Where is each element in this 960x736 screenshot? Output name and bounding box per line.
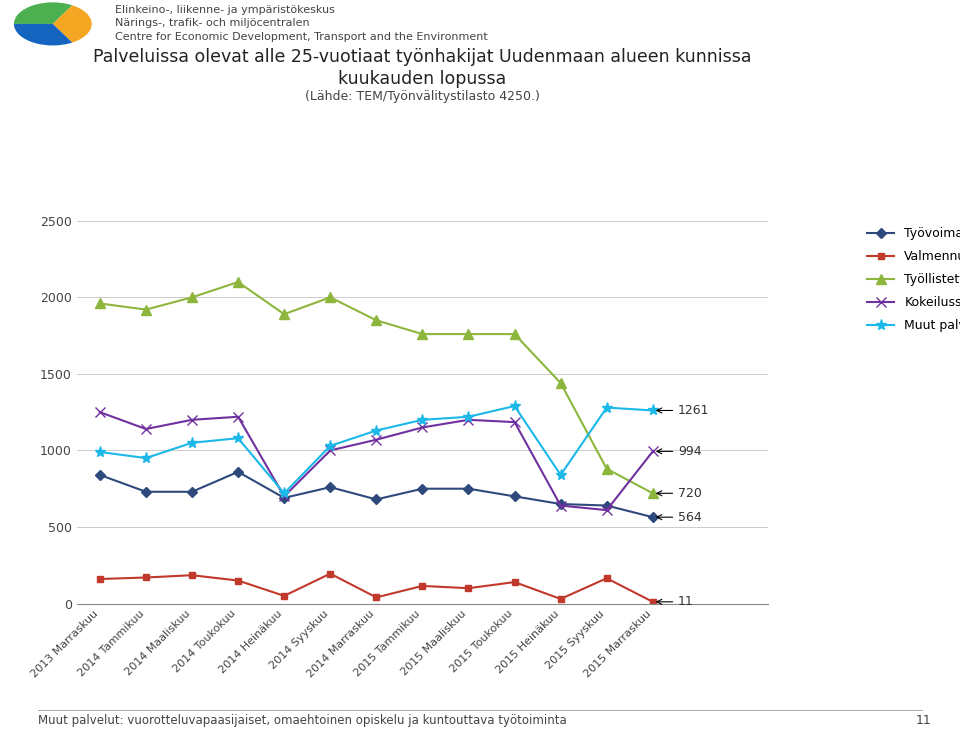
Line: Työllistettynä/työharj.: Työllistettynä/työharj.	[95, 277, 658, 498]
Legend: Työvoimakoulutuksessa, Valmennuksessa, Työllistettynä/työharj., Kokeilussa, Muut: Työvoimakoulutuksessa, Valmennuksessa, T…	[867, 227, 960, 332]
Muut palvelut*	[509, 402, 520, 411]
Valmennuksessa	[601, 574, 612, 583]
Text: Närings-, trafik- och miljöcentralen: Närings-, trafik- och miljöcentralen	[115, 18, 310, 29]
Kokeilussa	[601, 506, 612, 514]
Kokeilussa	[555, 501, 566, 510]
Text: kuukauden lopussa: kuukauden lopussa	[338, 70, 507, 88]
Valmennuksessa	[417, 581, 428, 590]
Kokeilussa	[647, 447, 659, 456]
Työvoimakoulutuksessa	[647, 513, 659, 522]
Työvoimakoulutuksessa	[278, 493, 290, 502]
Valmennuksessa	[186, 571, 198, 580]
Työvoimakoulutuksessa	[463, 484, 474, 493]
Työllistettynä/työharj.	[94, 299, 106, 308]
Muut palvelut*	[324, 442, 336, 450]
Valmennuksessa	[509, 578, 520, 587]
Kokeilussa	[94, 408, 106, 417]
Valmennuksessa	[94, 575, 106, 584]
Muut palvelut*	[186, 439, 198, 447]
Muut palvelut*	[601, 403, 612, 412]
Työllistettynä/työharj.	[278, 310, 290, 319]
Muut palvelut*	[278, 489, 290, 498]
Työllistettynä/työharj.	[555, 378, 566, 387]
Valmennuksessa	[140, 573, 152, 582]
Työllistettynä/työharj.	[186, 293, 198, 302]
Kokeilussa	[278, 492, 290, 500]
Text: 994: 994	[657, 445, 702, 458]
Työllistettynä/työharj.	[601, 464, 612, 473]
Muut palvelut*	[417, 415, 428, 424]
Wedge shape	[13, 24, 72, 46]
Työvoimakoulutuksessa	[371, 495, 382, 504]
Text: Palveluissa olevat alle 25-vuotiaat työnhakijat Uudenmaan alueen kunnissa: Palveluissa olevat alle 25-vuotiaat työn…	[93, 48, 752, 66]
Muut palvelut*	[94, 447, 106, 456]
Työllistettynä/työharj.	[509, 330, 520, 339]
Työllistettynä/työharj.	[463, 330, 474, 339]
Muut palvelut*	[371, 426, 382, 435]
Työvoimakoulutuksessa	[186, 487, 198, 496]
Muut palvelut*	[463, 412, 474, 421]
Text: 11: 11	[657, 595, 694, 609]
Kokeilussa	[232, 412, 244, 421]
Muut palvelut*	[555, 470, 566, 479]
Valmennuksessa	[463, 584, 474, 592]
Kokeilussa	[509, 418, 520, 427]
Työllistettynä/työharj.	[232, 277, 244, 286]
Kokeilussa	[463, 415, 474, 424]
Kokeilussa	[186, 415, 198, 424]
Työvoimakoulutuksessa	[140, 487, 152, 496]
Line: Muut palvelut*: Muut palvelut*	[94, 400, 659, 499]
Text: 11: 11	[916, 714, 931, 727]
Muut palvelut*	[232, 434, 244, 442]
Työllistettynä/työharj.	[140, 305, 152, 314]
Työvoimakoulutuksessa	[232, 467, 244, 476]
Wedge shape	[13, 2, 72, 24]
Text: Centre for Economic Development, Transport and the Environment: Centre for Economic Development, Transpo…	[115, 32, 488, 42]
Text: (Lähde: TEM/Työnvälitystilasto 4250.): (Lähde: TEM/Työnvälitystilasto 4250.)	[305, 90, 540, 103]
Työvoimakoulutuksessa	[417, 484, 428, 493]
Työllistettynä/työharj.	[647, 489, 659, 498]
Text: Elinkeino-, liikenne- ja ympäristökeskus: Elinkeino-, liikenne- ja ympäristökeskus	[115, 5, 335, 15]
Työvoimakoulutuksessa	[601, 501, 612, 510]
Työllistettynä/työharj.	[371, 316, 382, 325]
Text: 720: 720	[657, 486, 702, 500]
Työvoimakoulutuksessa	[94, 470, 106, 479]
Valmennuksessa	[324, 569, 336, 578]
Kokeilussa	[324, 446, 336, 455]
Text: 1261: 1261	[657, 404, 709, 417]
Text: Muut palvelut: vuorotteluvapaasijaiset, omaehtoinen opiskelu ja kuntouttava työt: Muut palvelut: vuorotteluvapaasijaiset, …	[38, 714, 567, 727]
Valmennuksessa	[232, 576, 244, 585]
Line: Työvoimakoulutuksessa: Työvoimakoulutuksessa	[96, 468, 657, 520]
Line: Valmennuksessa: Valmennuksessa	[96, 570, 657, 605]
Valmennuksessa	[555, 595, 566, 604]
Valmennuksessa	[278, 592, 290, 601]
Valmennuksessa	[647, 598, 659, 606]
Kokeilussa	[417, 423, 428, 432]
Text: 564: 564	[657, 511, 702, 524]
Kokeilussa	[140, 425, 152, 434]
Valmennuksessa	[371, 593, 382, 602]
Muut palvelut*	[647, 406, 659, 415]
Muut palvelut*	[140, 453, 152, 462]
Työvoimakoulutuksessa	[324, 483, 336, 492]
Työvoimakoulutuksessa	[509, 492, 520, 500]
Työllistettynä/työharj.	[417, 330, 428, 339]
Wedge shape	[53, 5, 91, 43]
Kokeilussa	[371, 435, 382, 444]
Työllistettynä/työharj.	[324, 293, 336, 302]
Line: Kokeilussa: Kokeilussa	[95, 407, 658, 515]
Työvoimakoulutuksessa	[555, 500, 566, 509]
